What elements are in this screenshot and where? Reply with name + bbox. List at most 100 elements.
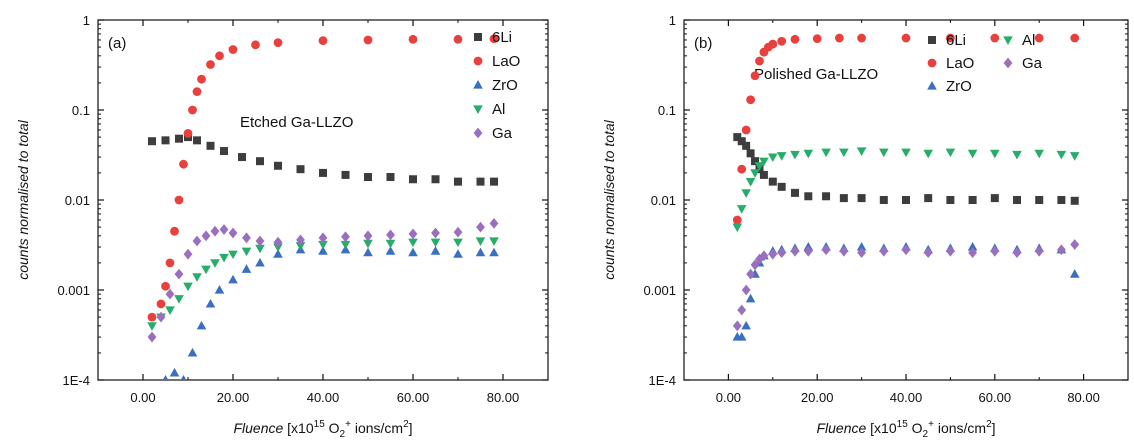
data-point	[273, 236, 283, 248]
x-tick-label: 40.00	[890, 390, 923, 405]
y-tick-label: 0.01	[651, 193, 676, 208]
data-point	[255, 257, 265, 267]
legend-label-Al: Al	[492, 101, 505, 118]
data-point	[170, 226, 179, 236]
data-point	[990, 194, 999, 203]
data-point	[1034, 245, 1044, 257]
data-point	[169, 367, 180, 377]
data-point	[768, 177, 777, 186]
data-point	[363, 247, 373, 257]
data-point	[732, 215, 742, 225]
data-point	[165, 288, 175, 300]
data-point	[879, 148, 889, 158]
x-tick-label: 0.00	[716, 390, 741, 405]
data-point	[193, 136, 201, 145]
data-point	[745, 178, 756, 187]
data-point	[363, 239, 373, 249]
data-point	[251, 40, 260, 50]
data-point	[835, 33, 844, 43]
data-point	[201, 265, 211, 275]
legend-marker-ZrO	[473, 80, 483, 89]
data-point	[751, 157, 760, 166]
series-Al	[147, 237, 499, 331]
data-point	[768, 248, 778, 260]
data-point	[183, 128, 193, 138]
legend-marker-LaO	[473, 56, 483, 66]
data-point	[736, 332, 747, 341]
data-point	[742, 141, 751, 150]
data-point	[741, 189, 751, 198]
data-point	[318, 36, 328, 46]
data-point	[162, 375, 169, 380]
data-point	[946, 196, 955, 204]
data-point	[746, 95, 755, 105]
data-point	[453, 34, 463, 44]
data-point	[1070, 33, 1080, 43]
data-point	[733, 133, 742, 142]
data-point	[879, 245, 889, 257]
x-tick-label: 40.00	[307, 390, 340, 405]
data-point	[318, 232, 328, 244]
data-point	[206, 141, 215, 150]
x-axis-title-part: [x10	[283, 420, 314, 436]
data-point	[1070, 196, 1079, 205]
data-point	[1069, 269, 1080, 278]
y-axis-title: counts normalised to total	[601, 119, 617, 279]
data-point	[732, 223, 743, 233]
data-point	[274, 161, 282, 170]
y-axis-title: counts normalised to total	[15, 119, 31, 279]
legend-marker-ZrO	[927, 81, 937, 90]
sample-annotation: Polished Ga-LLZO	[754, 66, 878, 83]
data-point	[759, 250, 769, 262]
x-tick-label: 80.00	[1067, 390, 1100, 405]
data-point	[967, 149, 978, 159]
data-point	[175, 134, 183, 143]
data-point	[746, 268, 755, 280]
data-point	[755, 56, 764, 66]
legend-label-LaO: LaO	[492, 53, 520, 70]
data-point	[945, 148, 956, 158]
data-point	[732, 320, 742, 332]
data-point	[363, 35, 373, 45]
legend-marker-Ga	[1003, 57, 1013, 69]
data-point	[1069, 152, 1080, 161]
data-point	[901, 148, 911, 158]
x-axis-title-main: Fluence	[816, 420, 866, 436]
data-point	[489, 34, 499, 44]
legend-label-LaO: LaO	[946, 55, 974, 72]
data-point	[759, 170, 768, 179]
data-point	[967, 242, 978, 251]
data-point	[201, 230, 211, 242]
x-axis-title-sup: +	[345, 419, 351, 430]
data-point	[924, 194, 933, 203]
data-point	[822, 192, 831, 201]
data-point	[364, 173, 372, 182]
data-point	[490, 177, 498, 186]
data-point	[180, 375, 187, 380]
x-axis-title-part: [x10	[866, 420, 897, 436]
data-point	[408, 238, 418, 248]
data-point	[768, 39, 778, 49]
data-point	[746, 149, 755, 158]
data-point	[790, 150, 800, 160]
x-tick-label: 60.00	[979, 390, 1012, 405]
data-point	[255, 244, 265, 254]
data-point	[215, 51, 224, 61]
legend-label-Ga: Ga	[492, 125, 513, 142]
data-point	[210, 225, 220, 237]
data-point	[219, 224, 229, 235]
data-point	[453, 226, 463, 238]
data-points	[147, 34, 499, 380]
x-tick-label: 80.00	[487, 390, 520, 405]
x-tick-label: 60.00	[397, 390, 430, 405]
legend-label-Al: Al	[1022, 32, 1035, 49]
panel-label: (b)	[694, 35, 712, 52]
data-point	[857, 194, 866, 203]
x-axis-title-part: ions/cm	[934, 420, 986, 436]
x-axis-title-main: Fluence	[233, 420, 283, 436]
x-axis-title-part: ]	[992, 420, 996, 436]
y-tick-label: 1	[83, 13, 90, 28]
data-point	[273, 249, 283, 258]
data-point	[968, 247, 977, 259]
x-tick-label: 20.00	[801, 390, 834, 405]
